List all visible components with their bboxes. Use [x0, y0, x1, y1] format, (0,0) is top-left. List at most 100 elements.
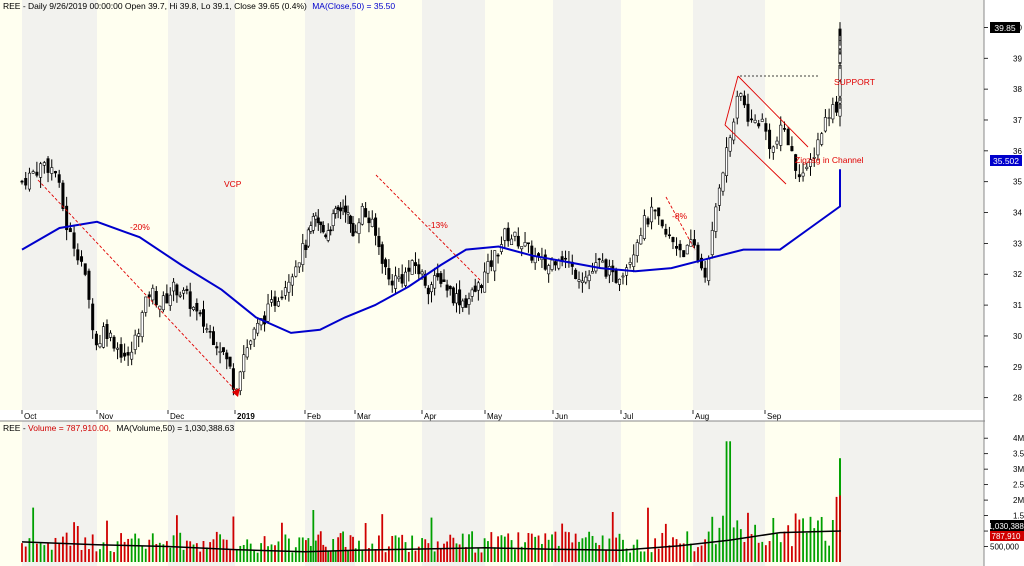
candle-body: [827, 117, 831, 119]
volume-bar: [636, 539, 639, 562]
volume-bar: [407, 551, 410, 562]
candle-body: [786, 128, 790, 146]
candle-body: [198, 312, 202, 315]
volume-bar: [632, 544, 635, 562]
volume-bar: [249, 543, 252, 562]
volume-bar: [629, 552, 632, 562]
x-tick-label: May: [487, 412, 502, 421]
channel-top: [737, 75, 809, 148]
candle-body: [326, 230, 330, 241]
volume-bar: [689, 543, 692, 562]
volume-bar: [202, 541, 205, 562]
candle-body: [587, 274, 591, 282]
volume-bar: [805, 532, 808, 562]
volume-bar: [327, 551, 330, 562]
candle-body: [426, 287, 430, 295]
volume-month-band: [693, 421, 765, 566]
volume-bar: [39, 543, 42, 562]
candle-body: [678, 243, 682, 251]
month-band: [168, 0, 235, 410]
candle-body: [617, 278, 621, 285]
candle-body: [838, 29, 842, 36]
vol-tick-label: 2.5M: [1013, 481, 1024, 490]
candle-body: [280, 296, 284, 299]
month-band: [235, 0, 305, 410]
x-axis: Oct Nov Dec 2019 Feb Mar Apr May Jun Jul Aug Sep: [21, 410, 782, 421]
volume-bar: [654, 538, 657, 562]
candle-body: [768, 129, 772, 150]
volume-bar: [256, 552, 259, 562]
decline-line-20: [37, 179, 238, 393]
volume-bar: [668, 545, 671, 562]
volume-bar: [151, 533, 154, 562]
candle-body: [231, 368, 235, 390]
volume-bar: [544, 533, 547, 562]
candle-body: [123, 352, 127, 357]
candle-body: [380, 244, 384, 264]
volume-header-ma: MA(Volume,50) = 1,030,388.63: [116, 423, 234, 433]
volume-bar: [772, 517, 775, 562]
volume-bar: [697, 547, 699, 562]
volume-bar: [172, 535, 175, 562]
candle-body: [147, 294, 151, 298]
candle-body: [742, 95, 746, 106]
volume-bar: [564, 531, 567, 562]
y-tick-label: 37: [1013, 116, 1022, 125]
volume-bar: [490, 532, 493, 562]
volume-bar: [524, 542, 526, 562]
volume-bar: [301, 537, 304, 562]
candle-body: [725, 147, 729, 177]
candle-body: [404, 271, 408, 286]
candle-body: [685, 244, 689, 255]
candle-body: [31, 171, 35, 174]
vol-tag-bg: [990, 531, 1024, 541]
month-band: [840, 0, 984, 410]
candle-body: [771, 146, 775, 153]
candle-body: [584, 276, 588, 283]
volume-bar: [443, 543, 445, 562]
candle-body: [543, 254, 547, 270]
volume-bar: [650, 552, 653, 562]
candle-body: [294, 266, 298, 277]
volume-bar: [287, 538, 290, 562]
volume-bar: [554, 531, 557, 562]
vol-tick-label: 4M: [1013, 434, 1024, 443]
svg-text:REE - Volume = 787,910.00: REE - Volume = 787,910.00, MA(Volume,50)…: [3, 423, 235, 433]
candle-body: [105, 324, 109, 339]
volume-bar: [144, 548, 147, 562]
volume-bar: [414, 550, 417, 562]
volume-bar: [477, 547, 480, 562]
candle-body: [256, 322, 260, 334]
candle-body: [252, 328, 256, 340]
volume-bar: [317, 534, 320, 562]
candle-body: [91, 303, 95, 331]
volume-bar: [401, 534, 404, 562]
candle-body: [510, 238, 514, 246]
volume-month-band: [621, 421, 693, 566]
candle-body: [779, 124, 783, 146]
volume-bar: [394, 535, 397, 562]
candle-body: [410, 260, 414, 275]
volume-month-band: [0, 421, 22, 566]
volume-bar: [50, 549, 53, 562]
volume-bar: [517, 532, 520, 562]
svg-text:REE - Daily 9/26/2019 00:00:00: REE - Daily 9/26/2019 00:00:00 Open 39.7…: [3, 1, 395, 11]
volume-bar: [109, 551, 112, 562]
month-band: [553, 0, 621, 410]
ma-tag-bg: [990, 155, 1022, 166]
volume-bar: [530, 533, 533, 562]
volume-bar: [605, 550, 607, 562]
y-tick-label: 36: [1013, 147, 1022, 156]
candle-body: [360, 206, 364, 225]
volume-bar: [828, 545, 831, 562]
y-tick-label: 39: [1013, 54, 1022, 63]
candle-body: [364, 208, 368, 218]
candle-body: [413, 262, 417, 267]
volume-bar: [693, 551, 696, 562]
candle-body: [316, 217, 320, 224]
volume-bar: [417, 546, 420, 562]
volume-bar: [527, 533, 530, 562]
volume-bar: [182, 549, 185, 562]
volume-bar: [458, 544, 461, 562]
candle-body: [228, 356, 232, 367]
